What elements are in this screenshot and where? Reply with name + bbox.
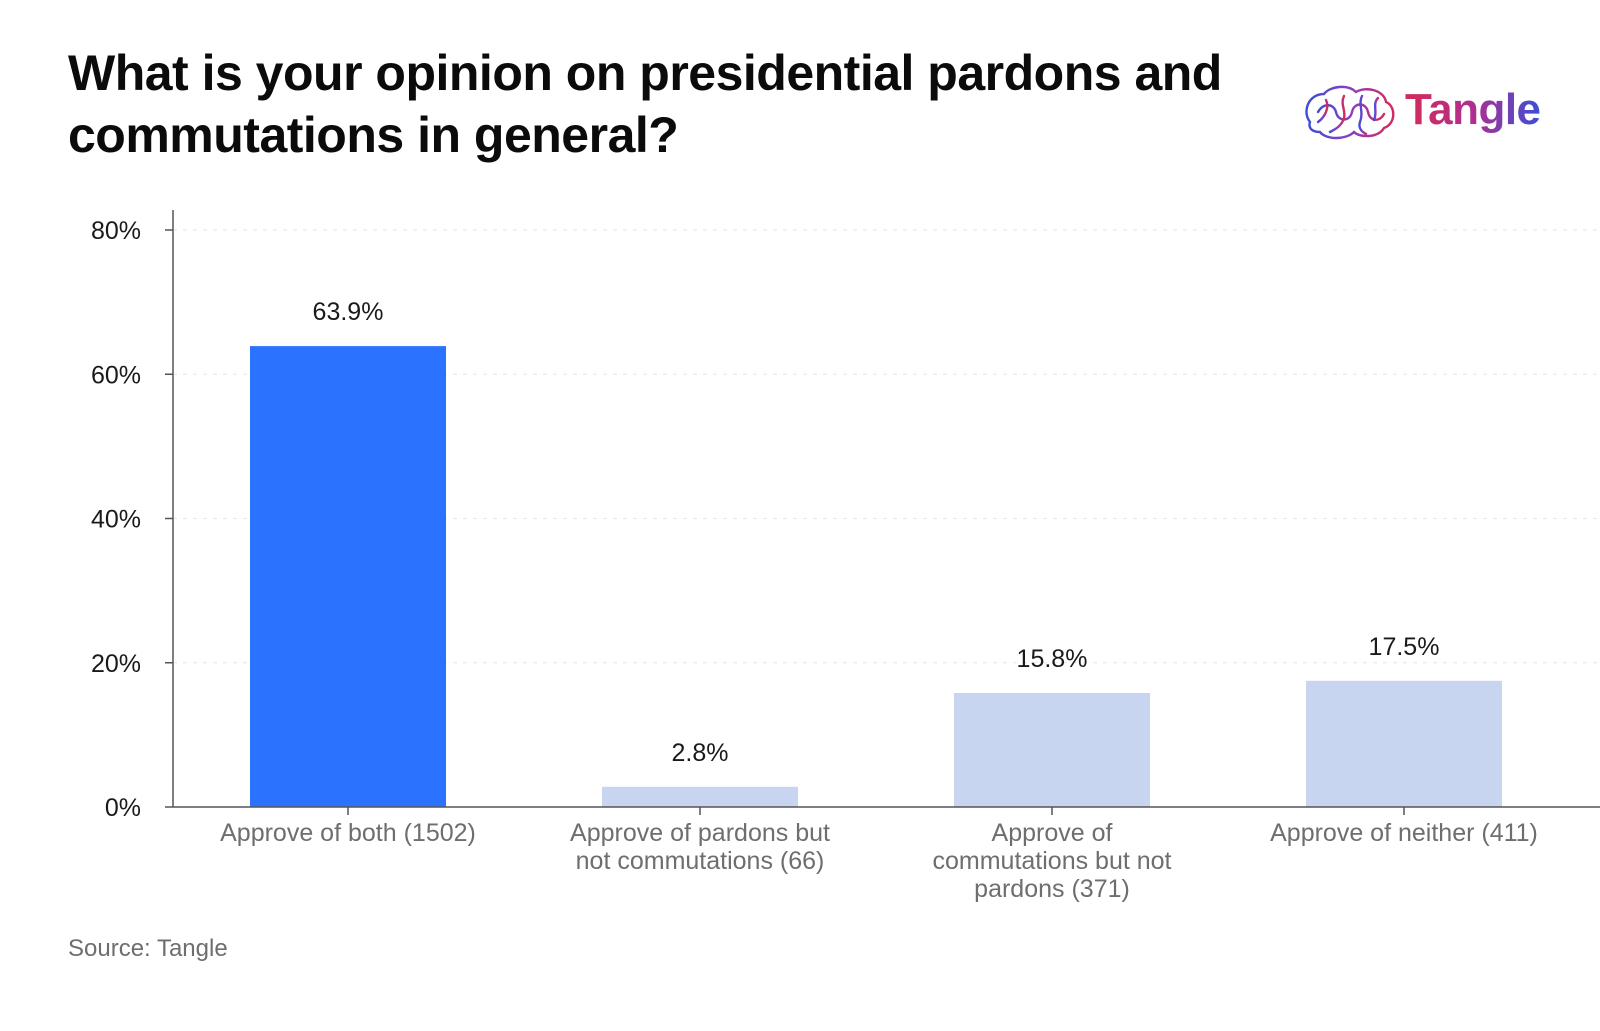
- category-label-line: Approve of neither (411): [1270, 819, 1538, 847]
- y-tick-label: 40%: [91, 506, 141, 534]
- y-tick-label: 80%: [91, 217, 141, 245]
- category-label-line: Approve of: [992, 819, 1113, 847]
- category-label-line: Approve of pardons but: [570, 819, 830, 847]
- y-tick-label: 0%: [105, 794, 141, 822]
- y-tick-label: 20%: [91, 650, 141, 678]
- category-label-line: Approve of both (1502): [220, 819, 476, 847]
- data-label: 63.9%: [313, 298, 384, 326]
- category-label-line: pardons (371): [974, 875, 1130, 903]
- bar-chart: 0% 20% 40% 60% 80% 63.9% Approve of both (1502…: [91, 210, 1600, 903]
- category-label-line: not commutations (66): [576, 847, 825, 875]
- bar: [1306, 680, 1502, 807]
- category-label-line: commutations but not: [932, 847, 1171, 875]
- data-label: 2.8%: [672, 739, 729, 767]
- category-label: Approve of pardons but not commutations (…: [570, 819, 830, 875]
- chart-title: What is your opinion on presidential par…: [68, 45, 1222, 163]
- source-note: Source: Tangle: [68, 935, 228, 962]
- data-label: 17.5%: [1369, 633, 1440, 661]
- bar: [954, 693, 1150, 807]
- bar: [250, 346, 446, 807]
- category-label: Approve of both (1502): [220, 819, 476, 847]
- tangle-logo: Tangle: [1300, 80, 1550, 142]
- logo-text: Tangle: [1405, 80, 1541, 140]
- data-label: 15.8%: [1017, 645, 1088, 673]
- category-label: Approve of neither (411): [1270, 819, 1538, 847]
- brain-logo-icon: [1305, 85, 1395, 140]
- bar: [602, 786, 798, 807]
- category-label: Approve of commutations but not pardons (3…: [932, 819, 1171, 903]
- y-tick-label: 60%: [91, 361, 141, 389]
